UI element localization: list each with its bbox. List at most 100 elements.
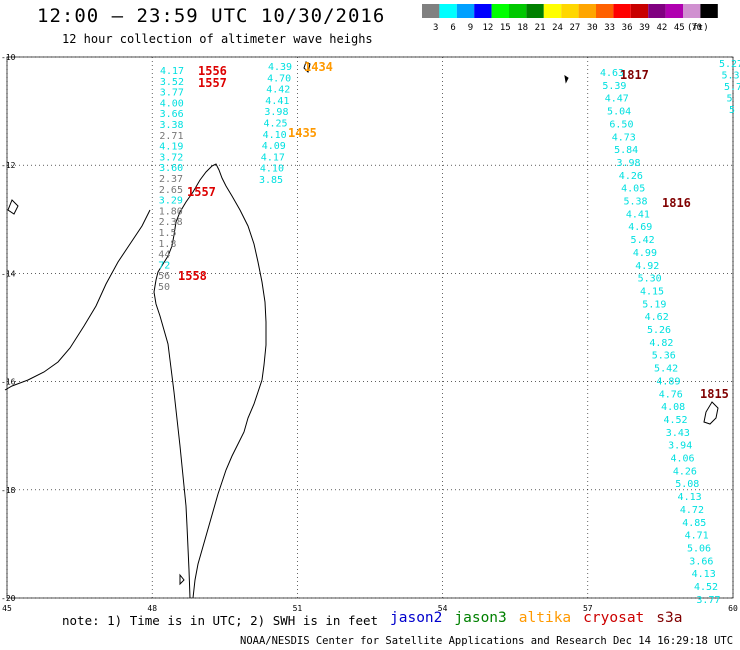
footnote: note: 1) Time is in UTC; 2) SWH is in fe…: [62, 613, 379, 628]
legend-s3a: s3a: [656, 610, 683, 626]
scale-label: 18: [517, 23, 528, 33]
scale-swatch: [648, 4, 666, 18]
swh-value: 4.52: [694, 582, 718, 593]
swh-value: 4.00: [160, 98, 184, 109]
swh-value: 4.72: [680, 505, 704, 516]
swh-value: 4.19: [159, 142, 183, 153]
swh-value: 4.09: [262, 141, 286, 152]
swh-value: 3.98: [616, 158, 640, 169]
scale-swatch: [613, 4, 631, 18]
page-subtitle: 12 hour collection of altimeter wave hei…: [62, 32, 373, 46]
coastline-madagascar: [4, 61, 719, 599]
scale-label: 70: [691, 23, 702, 33]
swh-value: 4.25: [264, 119, 288, 130]
scale-label: 9: [468, 23, 473, 33]
scale-swatch: [665, 4, 683, 18]
swh-value: 3.38: [160, 120, 184, 131]
swh-value: 5.30: [638, 274, 662, 285]
swh-value: 4.52: [663, 415, 687, 426]
map-frame: [6, 56, 734, 599]
scale-swatch: [439, 4, 457, 18]
swh-value: 3.66: [689, 556, 713, 567]
swh-value: 2.71: [159, 131, 183, 142]
swh-value: 4.82: [649, 338, 673, 349]
map-grid: 45 48 51 54 57 60 -10 -12 -14 -16 -18 -20: [1, 53, 738, 613]
swh-value: 4.15: [640, 286, 664, 297]
swh-value: 50: [158, 282, 170, 293]
lon-tick-label: 48: [147, 604, 157, 613]
swh-value: 5.38: [624, 197, 648, 208]
swh-value: 5.19: [642, 299, 666, 310]
swh-value: 4.69: [628, 222, 652, 233]
swh-value: 3.66: [160, 109, 184, 120]
scale-label: 3: [433, 23, 438, 33]
scale-label: 33: [604, 23, 615, 33]
swh-value: 5.08: [675, 479, 699, 490]
time-label: 1558: [178, 269, 207, 283]
swh-value: 4.13: [692, 569, 716, 580]
swh-value: 5: [727, 94, 733, 105]
swh-value: 72: [158, 260, 170, 271]
time-label: 1556: [198, 64, 227, 78]
swh-value: 4.85: [682, 518, 706, 529]
swh-value: 5.36: [652, 351, 676, 362]
lat-tick-label: -16: [1, 378, 16, 387]
color-scale: 3 6 9 12 15 18 21 24 27 30 33 36 39 42 45 70(ft): [422, 4, 718, 33]
swh-value: 4.06: [671, 454, 695, 465]
time-label: 1557: [187, 185, 216, 199]
scale-label: 6: [450, 23, 455, 33]
scale-swatch: [509, 4, 527, 18]
scale-label: 39: [639, 23, 650, 33]
swh-value: 5.42: [654, 364, 678, 375]
time-label: 1435: [288, 126, 317, 140]
scale-swatch: [700, 4, 718, 18]
swh-value: 3.98: [264, 107, 288, 118]
swh-value: 3.77: [696, 595, 720, 606]
scale-unit: (ft): [687, 23, 709, 33]
swh-value: 2.38: [159, 217, 183, 228]
scale-label: 27: [569, 23, 580, 33]
swh-value: 4.26: [673, 466, 697, 477]
time-label: 1557: [198, 76, 227, 90]
swh-value: 4.47: [605, 94, 629, 105]
lat-tick-label: -20: [1, 594, 16, 603]
lat-tick-label: -12: [1, 161, 16, 170]
scale-label: 12: [482, 23, 493, 33]
swh-value: 4.62: [645, 312, 669, 323]
scale-swatch: [474, 4, 492, 18]
swh-value: 5.84: [614, 145, 638, 156]
swh-value: 4.17: [261, 152, 285, 163]
swh-value: 3.52: [160, 77, 184, 88]
swh-value: 1.8: [158, 239, 176, 250]
time-label: 1816: [662, 196, 691, 210]
swh-value: 4.41: [626, 209, 650, 220]
swh-value: 4.08: [661, 402, 685, 413]
altimeter-tracks: 4.173.523.774.003.663.382.714.193.723.60…: [158, 59, 740, 606]
scale-swatch: [526, 4, 544, 18]
swh-value: 5.7: [724, 82, 740, 93]
scale-swatch: [630, 4, 649, 18]
time-label: 1434: [304, 60, 333, 74]
swh-value: 3.77: [160, 88, 184, 99]
swh-value: 4.10: [263, 130, 287, 141]
time-label: 1815: [700, 387, 729, 401]
swh-value: 4.41: [265, 96, 289, 107]
swh-value: 1.80: [159, 206, 183, 217]
scale-swatch: [561, 4, 579, 18]
swh-value: 5: [729, 105, 735, 116]
scale-label: 24: [552, 23, 563, 33]
swh-value: 4.92: [635, 261, 659, 272]
scale-label: 15: [500, 23, 511, 33]
time-label: 1817: [620, 68, 649, 82]
swh-value: 1.5: [159, 228, 177, 239]
swh-value: 2.37: [159, 174, 183, 185]
scale-swatch: [543, 4, 562, 18]
swh-value: 3.60: [159, 163, 183, 174]
lon-tick-label: 51: [293, 604, 303, 613]
swh-value: 5.42: [631, 235, 655, 246]
lat-tick-label: -14: [1, 269, 16, 278]
swh-value: 4.99: [633, 248, 657, 259]
swh-value: 5.26: [647, 325, 671, 336]
lon-tick-label: 54: [438, 604, 448, 613]
